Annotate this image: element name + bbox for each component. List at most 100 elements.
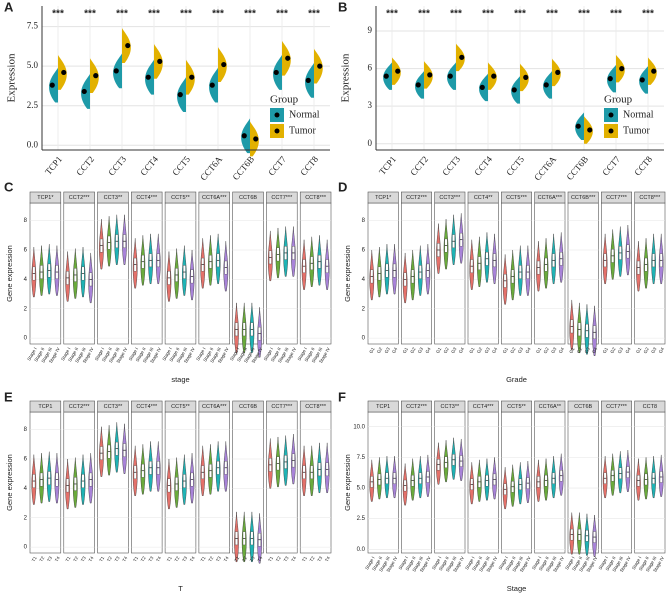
x-tick-label: CCT3 [440,154,462,178]
x-tick-label: T1 [31,555,38,562]
x-tick-label: Stage I [297,347,308,362]
x-tick-label: T2 [174,555,181,562]
x-tick-label: T3 [114,555,121,562]
x-tick-label: T2 [72,555,79,562]
facet-label: CCT2*** [69,404,91,410]
facet-label: CCT7*** [606,195,628,201]
x-tick-label: Stage I [464,556,475,571]
significance-label: *** [514,9,526,20]
x-tick-label: T4 [290,555,297,562]
mean-point [273,69,279,76]
facet-label: CCT8*** [639,195,661,201]
x-tick-label: G3 [517,346,525,354]
facet-strip [97,191,129,204]
legend-dot [274,112,280,118]
mean-point [639,77,645,83]
x-tick-label: CCT5 [504,154,526,178]
x-tick-label: G2 [543,346,551,354]
x-tick-label: G3 [417,346,425,354]
y-tick-label: 9 [368,25,373,35]
facet-strip [367,400,399,413]
mean-point [61,69,67,76]
significance-label: *** [578,9,590,20]
facet-label: CCT3*** [439,195,461,201]
y-tick-label: 5.0 [357,486,366,492]
x-tick-label: Stage I [229,347,240,362]
y-tick-label: 2 [362,306,366,312]
x-tick-label: CCT8 [298,154,320,178]
x-tick-label: G4 [558,346,566,354]
facet-label: CCT3** [104,195,124,201]
mean-point [395,68,401,74]
x-tick-label: TCP1 [43,154,64,177]
x-tick-label: CCT7 [600,154,622,178]
significance-label: *** [450,9,462,20]
facet-label: CCT6A*** [202,404,227,410]
x-axis-title: Grade [506,375,527,384]
x-tick-label: G1 [535,346,543,354]
x-tick-label: T3 [249,555,256,562]
x-tick-label: G1 [468,346,476,354]
x-tick-label: T4 [121,555,128,562]
legend-label: Tumor [623,125,651,136]
mean-point [479,84,485,90]
legend-title: Group [604,94,633,106]
facet-strip [634,191,666,204]
y-axis-title: Expression [340,53,352,102]
y-tick-label: 2 [24,515,28,521]
mean-point [241,133,247,139]
facet-label: CCT5** [171,195,191,201]
x-tick-label: Stage I [498,556,509,571]
mean-point [575,123,581,129]
facet-strip [567,191,599,204]
y-axis-title: Gene expression [343,245,352,302]
significance-label: *** [482,9,494,20]
x-tick-label: T2 [106,555,113,562]
mean-point [523,74,529,80]
mean-point [555,69,561,75]
facet-strip [299,191,332,204]
facet-label: TCP1* [375,195,392,201]
facet-strip [97,400,129,413]
x-tick-label: CCT2 [74,154,96,177]
facet-strip [534,191,566,204]
x-tick-label: G2 [409,346,417,354]
x-tick-label: G2 [609,346,617,354]
x-tick-label: G2 [376,346,384,354]
facet-label: CCT3** [441,404,461,410]
significance-label: *** [610,9,622,20]
x-tick-label: G3 [617,346,625,354]
x-tick-label: CCT6A [198,154,224,183]
x-tick-label: G4 [458,346,466,354]
mean-point [113,68,119,74]
facet-label: CCT4** [474,195,494,201]
x-tick-label: CCT4 [472,154,494,178]
x-tick-label: T4 [54,555,61,562]
facet-label: CCT2*** [406,195,428,201]
x-tick-label: Stage I [94,347,105,362]
facet-label: CCT5*** [506,195,528,201]
x-tick-label: G3 [484,346,492,354]
y-tick-label: 7.5 [357,455,366,461]
y-axis-title: Expression [6,53,18,102]
facet-label: CCT8*** [305,195,327,201]
y-tick-label: 6 [24,248,28,254]
x-tick-label: Stage I [431,556,442,571]
facet-label: CCT7*** [271,404,293,410]
x-tick-label: T4 [88,555,95,562]
facet-label: CCT5** [507,404,527,410]
x-tick-label: Stage I [564,556,575,571]
mean-point [511,87,517,93]
mean-point [459,54,465,60]
facet-label: TCP1 [376,404,390,410]
y-tick-label: 0 [24,336,28,342]
legend-label: Tumor [289,125,317,136]
y-tick-label: 0.0 [357,547,366,553]
facet-strip [567,400,599,413]
x-tick-label: Stage I [26,347,37,362]
x-tick-label: CCT4 [138,154,160,178]
significance-label: *** [116,9,128,20]
facet-strip [534,400,566,413]
mean-point [607,76,613,82]
facet-strip [601,400,632,413]
